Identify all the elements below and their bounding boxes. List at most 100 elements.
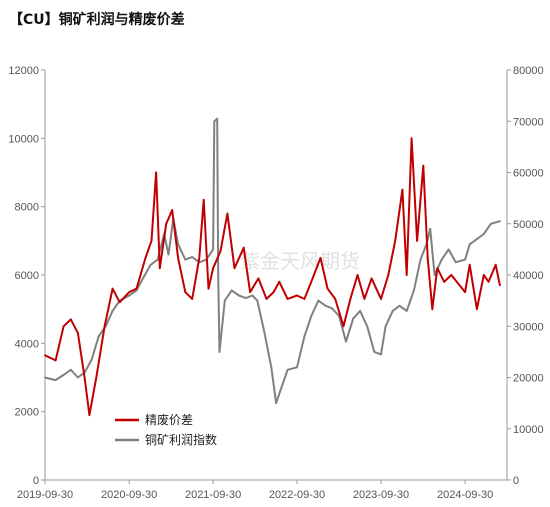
- data-point: [310, 315, 313, 317]
- data-point: [219, 250, 222, 253]
- data-point: [499, 284, 501, 287]
- x-tick-label: 2023-09-30: [353, 489, 409, 501]
- data-point: [44, 376, 46, 379]
- data-point: [83, 376, 86, 379]
- data-point: [62, 325, 65, 328]
- data-point: [334, 298, 337, 300]
- data-point: [256, 299, 259, 302]
- data-point: [97, 335, 100, 338]
- data-point: [77, 332, 79, 334]
- y-left-tick-label: 0: [33, 475, 39, 487]
- data-point: [401, 188, 404, 191]
- data-point: [366, 325, 369, 328]
- watermark: 紫金天风期货: [240, 249, 360, 273]
- data-point: [278, 280, 281, 283]
- data-point: [436, 267, 439, 270]
- data-point: [476, 308, 478, 311]
- data-point: [177, 243, 180, 246]
- data-point: [359, 310, 361, 312]
- y-left-tick-label: 10000: [8, 133, 39, 145]
- data-point: [242, 246, 245, 249]
- data-point: [62, 374, 65, 376]
- data-point: [286, 298, 289, 300]
- data-point: [44, 354, 46, 357]
- data-point: [380, 353, 382, 356]
- data-point: [207, 287, 210, 290]
- data-point: [384, 325, 387, 328]
- data-point: [251, 294, 254, 297]
- data-point: [370, 277, 373, 280]
- data-point: [155, 171, 158, 174]
- data-point: [416, 239, 418, 242]
- data-point: [265, 298, 268, 300]
- data-point: [270, 366, 273, 369]
- data-point: [440, 258, 443, 261]
- data-point: [391, 310, 394, 312]
- data-point: [111, 287, 114, 290]
- data-point: [394, 239, 397, 242]
- data-point: [342, 325, 345, 328]
- data-point: [245, 297, 247, 299]
- data-point: [324, 304, 327, 307]
- data-point: [88, 414, 91, 416]
- data-point: [230, 289, 233, 292]
- data-point: [482, 233, 485, 235]
- data-point: [54, 379, 57, 381]
- data-point: [405, 310, 408, 312]
- data-point: [213, 120, 216, 123]
- y-right-tick-label: 10000: [513, 424, 544, 436]
- data-point: [345, 340, 347, 343]
- data-point: [184, 258, 187, 261]
- legend-label: 精废价差: [145, 412, 193, 427]
- data-point: [223, 299, 226, 302]
- data-point: [218, 351, 221, 353]
- data-point: [331, 307, 333, 310]
- data-point: [238, 294, 240, 297]
- data-point: [476, 238, 478, 241]
- data-point: [257, 277, 260, 280]
- data-point: [279, 389, 282, 392]
- data-point: [303, 335, 306, 338]
- y-right-tick-label: 20000: [513, 373, 544, 385]
- chart-title: 【CU】铜矿利润与精废价差: [9, 12, 185, 28]
- data-point: [447, 248, 450, 251]
- y-right-tick-label: 50000: [513, 219, 544, 231]
- data-point: [191, 256, 194, 258]
- data-point: [118, 301, 121, 304]
- data-point: [380, 298, 382, 300]
- data-point: [217, 274, 220, 276]
- data-point: [111, 310, 114, 312]
- data-point: [468, 263, 471, 266]
- data-point: [310, 280, 313, 283]
- data-point: [128, 294, 131, 297]
- data-point: [319, 257, 322, 259]
- data-point: [317, 299, 320, 302]
- data-point: [95, 376, 98, 379]
- y-right-tick-label: 40000: [513, 270, 544, 282]
- data-point: [405, 274, 408, 276]
- data-point: [373, 351, 376, 353]
- data-point: [128, 291, 131, 293]
- data-point: [103, 325, 106, 328]
- data-point: [363, 298, 366, 300]
- y-left-tick-label: 12000: [8, 65, 39, 77]
- y-right-tick-label: 80000: [513, 65, 544, 77]
- legend-label: 铜矿利润指数: [145, 432, 217, 447]
- data-point: [413, 289, 415, 292]
- data-point: [156, 258, 159, 261]
- data-point: [482, 274, 485, 276]
- data-point: [296, 366, 298, 369]
- y-left-tick-label: 6000: [15, 270, 39, 282]
- data-point: [69, 318, 72, 321]
- data-point: [249, 291, 252, 293]
- data-point: [263, 330, 266, 333]
- data-point: [443, 280, 446, 283]
- data-point: [135, 287, 138, 290]
- data-point: [303, 298, 306, 300]
- data-point: [296, 294, 298, 297]
- data-point: [387, 274, 390, 276]
- data-point: [422, 164, 425, 167]
- data-point: [487, 280, 490, 283]
- data-point: [419, 258, 422, 261]
